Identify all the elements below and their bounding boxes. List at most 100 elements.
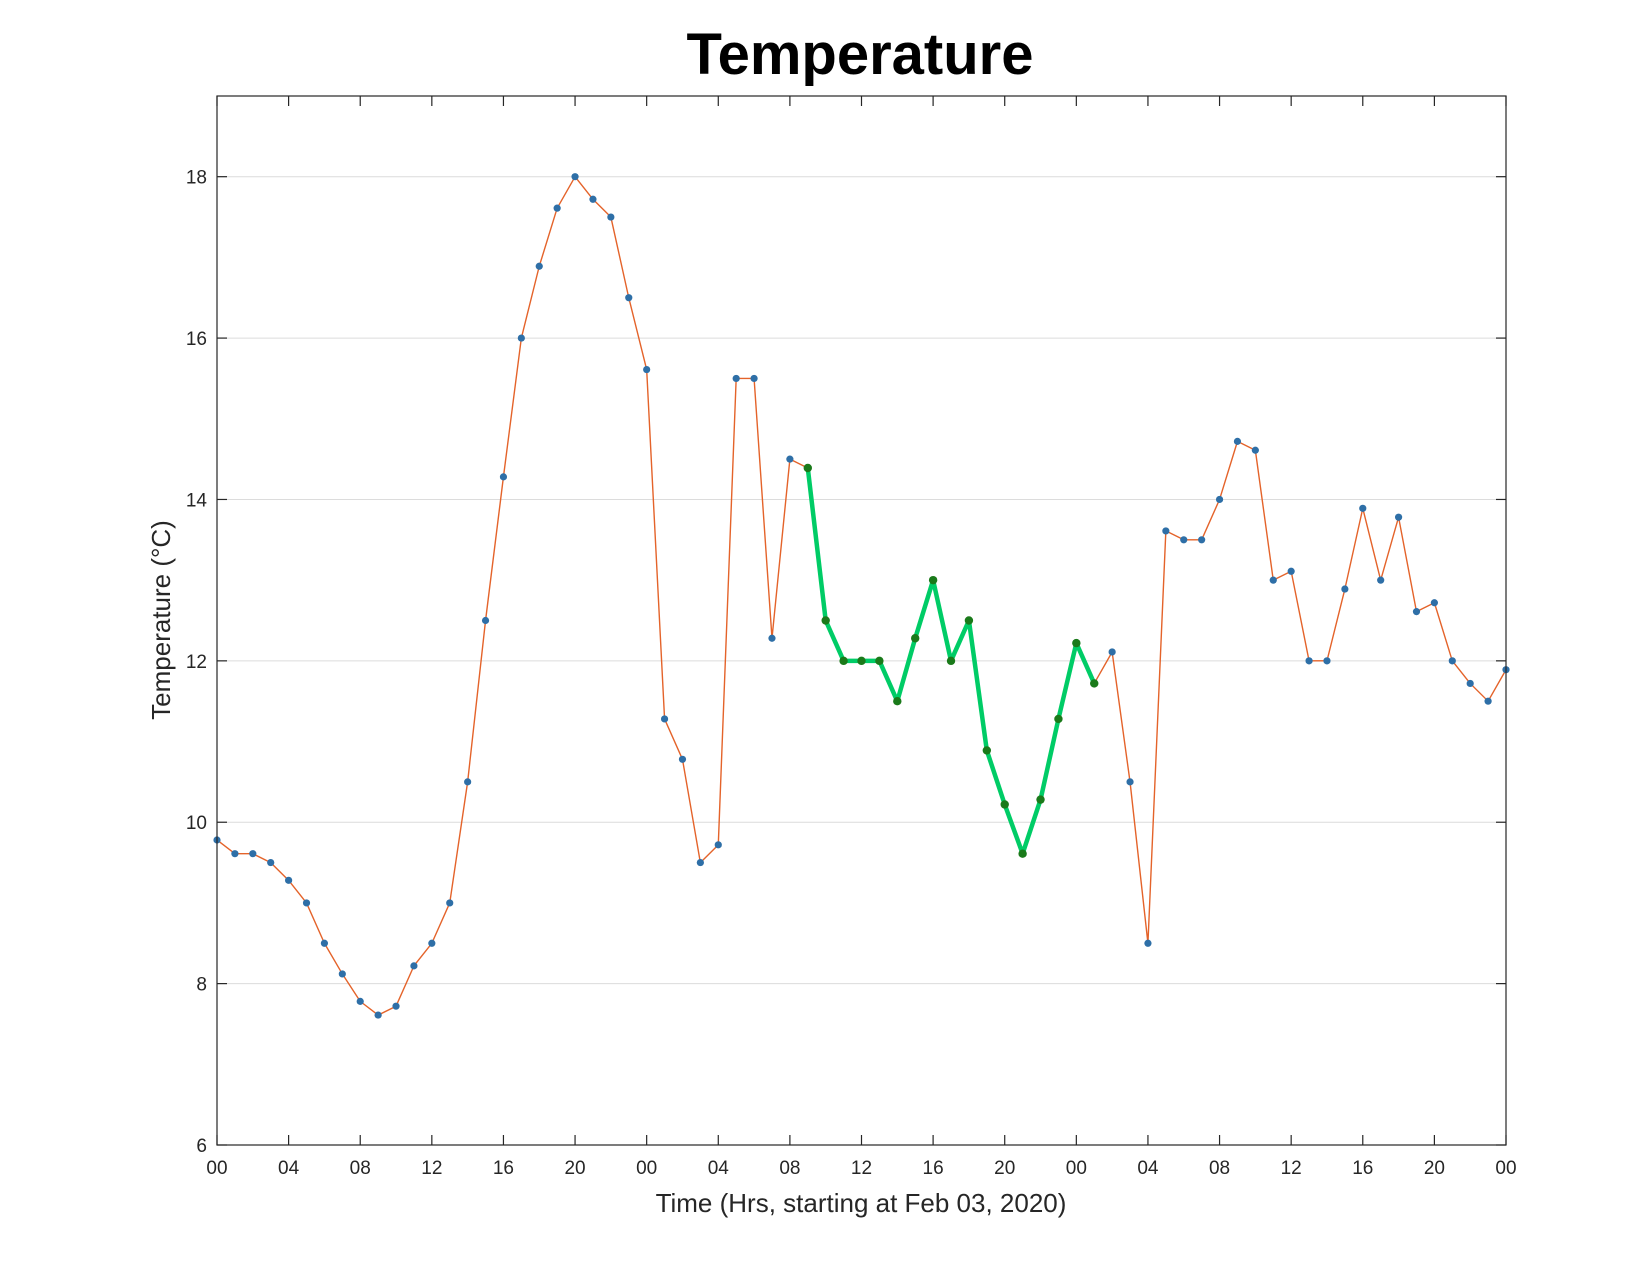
- temperature-point: [1377, 576, 1385, 584]
- chart-title: Temperature: [686, 22, 1033, 87]
- highlighted-point: [1000, 800, 1009, 809]
- temperature-point: [732, 374, 740, 383]
- temperature-point: [1305, 657, 1313, 665]
- temperature-point: [643, 365, 651, 374]
- plot-area-frame: [216, 95, 1507, 1146]
- highlighted-point: [1054, 714, 1063, 724]
- temperature-point: [374, 1011, 382, 1019]
- temperature-point: [660, 715, 669, 723]
- temperature-point: [553, 204, 561, 212]
- temperature-point: [1233, 437, 1242, 445]
- temperature-point: [302, 899, 311, 907]
- temperature-point: [696, 858, 704, 867]
- temperature-point: [768, 634, 776, 642]
- y-tick-label: 8: [196, 975, 207, 996]
- highlighted-point: [1072, 638, 1081, 648]
- temperature-line: [216, 175, 1507, 1016]
- x-tick-label: 04: [1137, 1158, 1159, 1179]
- y-tick-label: 16: [186, 329, 207, 350]
- temperature-point: [607, 213, 615, 221]
- x-tick-label: 08: [1209, 1158, 1230, 1179]
- temperature-point: [1198, 536, 1206, 544]
- highlighted-point: [1090, 679, 1099, 688]
- temperature-point: [750, 374, 758, 383]
- y-tick-label: 12: [186, 652, 207, 673]
- y-tick-label: 10: [186, 813, 207, 834]
- highlighted-point: [875, 656, 884, 666]
- temperature-point: [517, 334, 525, 342]
- temperature-point: [1108, 648, 1116, 656]
- x-tick-label: 08: [350, 1158, 371, 1179]
- grid-lines: [217, 176, 1506, 985]
- temperature-point: [1484, 697, 1492, 705]
- x-axis-label: Time (Hrs, starting at Feb 03, 2020): [656, 1188, 1067, 1218]
- temperature-point: [571, 173, 579, 181]
- plot-series: [213, 173, 1510, 1019]
- x-tick-label: 12: [421, 1158, 442, 1179]
- x-tick-label: 08: [779, 1158, 800, 1179]
- temperature-point: [1269, 576, 1277, 584]
- highlighted-point: [982, 746, 992, 755]
- y-axis-label: Temperature (°C): [146, 520, 176, 720]
- highlighted-point: [928, 575, 938, 585]
- temperature-point: [1448, 657, 1456, 665]
- temperature-point: [786, 455, 794, 463]
- temperature-point: [1394, 513, 1403, 521]
- y-tick-label: 6: [196, 1136, 207, 1157]
- x-tick-label: 16: [923, 1158, 944, 1179]
- axis-ticks: 6 8 10 12 14 16 18 00 04 08 12 16 20 00 04 08 12 16 20 00 04…: [186, 96, 1517, 1179]
- y-tick-label: 18: [186, 168, 207, 189]
- x-tick-label: 16: [493, 1158, 514, 1179]
- temperature-point: [1323, 657, 1331, 665]
- highlighted-point: [911, 634, 920, 643]
- temperature-point: [1412, 608, 1421, 616]
- temperature-point: [1126, 778, 1134, 786]
- x-tick-label: 00: [1066, 1158, 1087, 1179]
- temperature-point: [1251, 446, 1259, 454]
- temperature-point: [267, 858, 275, 867]
- x-tick-label: 04: [708, 1158, 730, 1179]
- x-tick-label: 00: [636, 1158, 657, 1179]
- temperature-point: [714, 841, 722, 849]
- temperature-point: [410, 962, 418, 970]
- temperature-point: [428, 939, 436, 947]
- highlighted-point: [946, 656, 956, 666]
- temperature-point: [1359, 504, 1367, 512]
- temperature-point: [231, 850, 239, 858]
- x-tick-label: 20: [994, 1158, 1015, 1179]
- temperature-point: [320, 939, 329, 947]
- highlighted-point: [803, 463, 812, 473]
- temperature-point: [338, 970, 346, 978]
- temperature-point: [1162, 527, 1170, 535]
- highlighted-point: [1018, 849, 1027, 858]
- temperature-point: [1287, 567, 1295, 575]
- x-tick-label: 00: [1495, 1158, 1516, 1179]
- temperature-point: [446, 899, 454, 907]
- highlighted-point: [964, 616, 974, 625]
- temperature-point: [392, 1002, 400, 1010]
- temperature-point: [1341, 585, 1349, 593]
- temperature-point: [1180, 536, 1188, 544]
- x-tick-label: 00: [206, 1158, 227, 1179]
- temperature-point: [1144, 939, 1152, 947]
- temperature-point: [481, 616, 490, 625]
- highlighted-point: [821, 616, 830, 625]
- x-tick-label: 16: [1352, 1158, 1373, 1179]
- highlighted-point: [893, 696, 902, 706]
- highlighted-point: [839, 656, 848, 666]
- temperature-point: [678, 755, 687, 763]
- temperature-point: [589, 195, 597, 203]
- temperature-point: [464, 778, 472, 786]
- x-tick-label: 20: [564, 1158, 585, 1179]
- temperature-point: [249, 850, 257, 858]
- temperature-point: [1430, 599, 1438, 607]
- x-tick-label: 12: [851, 1158, 872, 1179]
- y-tick-label: 14: [186, 490, 208, 511]
- x-tick-label: 12: [1281, 1158, 1302, 1179]
- x-tick-label: 04: [278, 1158, 300, 1179]
- temperature-point: [356, 997, 364, 1005]
- temperature-point: [1215, 495, 1224, 504]
- highlighted-point: [857, 656, 866, 666]
- x-tick-label: 20: [1424, 1158, 1445, 1179]
